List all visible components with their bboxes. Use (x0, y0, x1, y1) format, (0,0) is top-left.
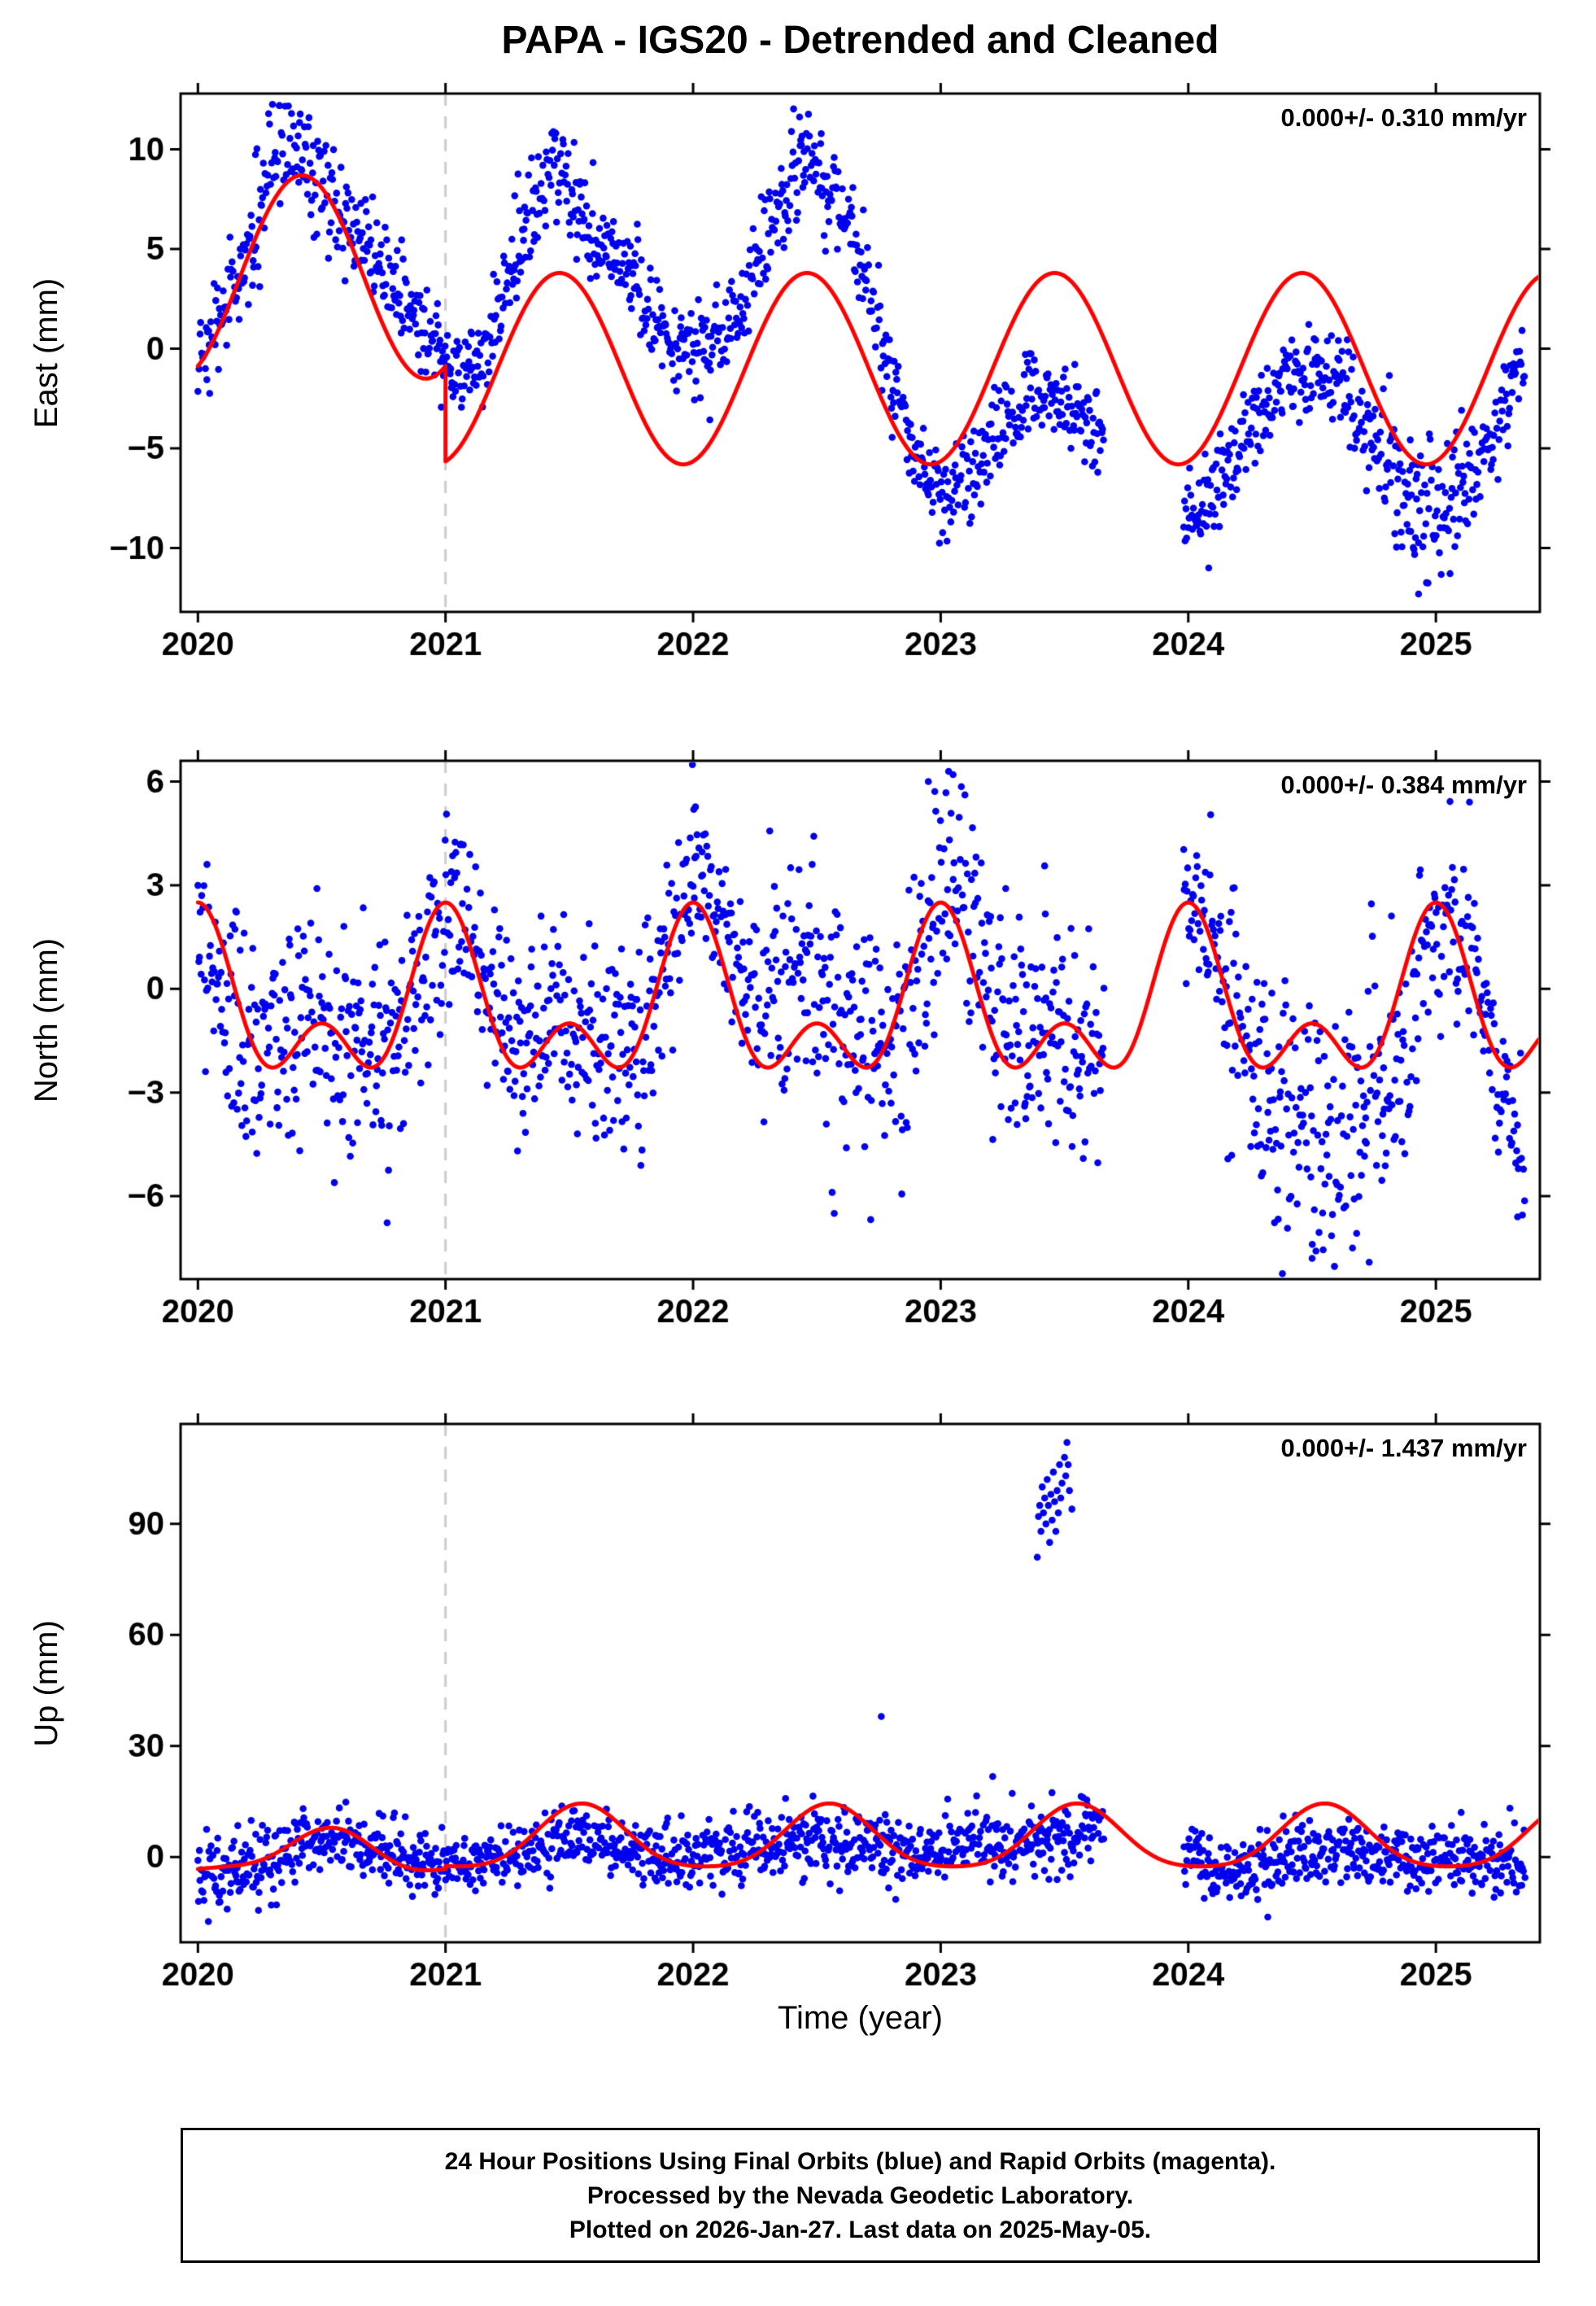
north-rate-label: 0.000+/- 0.384 mm/yr (1280, 771, 1527, 799)
plot-title: PAPA - IGS20 - Detrended and Cleaned (501, 19, 1219, 62)
east-panel: East (mm) 0.000+/- 0.310 mm/yr (0, 73, 1596, 662)
north-canvas (0, 740, 1596, 1330)
north-axis-title: North (mm) (28, 937, 64, 1103)
east-rate-label: 0.000+/- 0.310 mm/yr (1280, 103, 1527, 132)
footer-box: 24 Hour Positions Using Final Orbits (bl… (181, 2128, 1540, 2263)
footer-line1: 24 Hour Positions Using Final Orbits (bl… (444, 2148, 1276, 2175)
up-axis-title: Up (mm) (28, 1620, 64, 1747)
up-rate-label: 0.000+/- 1.437 mm/yr (1280, 1434, 1527, 1462)
footer-line2: Processed by the Nevada Geodetic Laborat… (587, 2182, 1134, 2209)
footer-line3: Plotted on 2026-Jan-27. Last data on 202… (569, 2216, 1152, 2243)
up-canvas (0, 1404, 1596, 1993)
up-panel: Up (mm) 0.000+/- 1.437 mm/yr (0, 1404, 1596, 1993)
north-panel: North (mm) 0.000+/- 0.384 mm/yr (0, 740, 1596, 1330)
x-axis-title: Time (year) (778, 2000, 943, 2036)
east-canvas (0, 73, 1596, 662)
east-axis-title: East (mm) (28, 277, 64, 429)
